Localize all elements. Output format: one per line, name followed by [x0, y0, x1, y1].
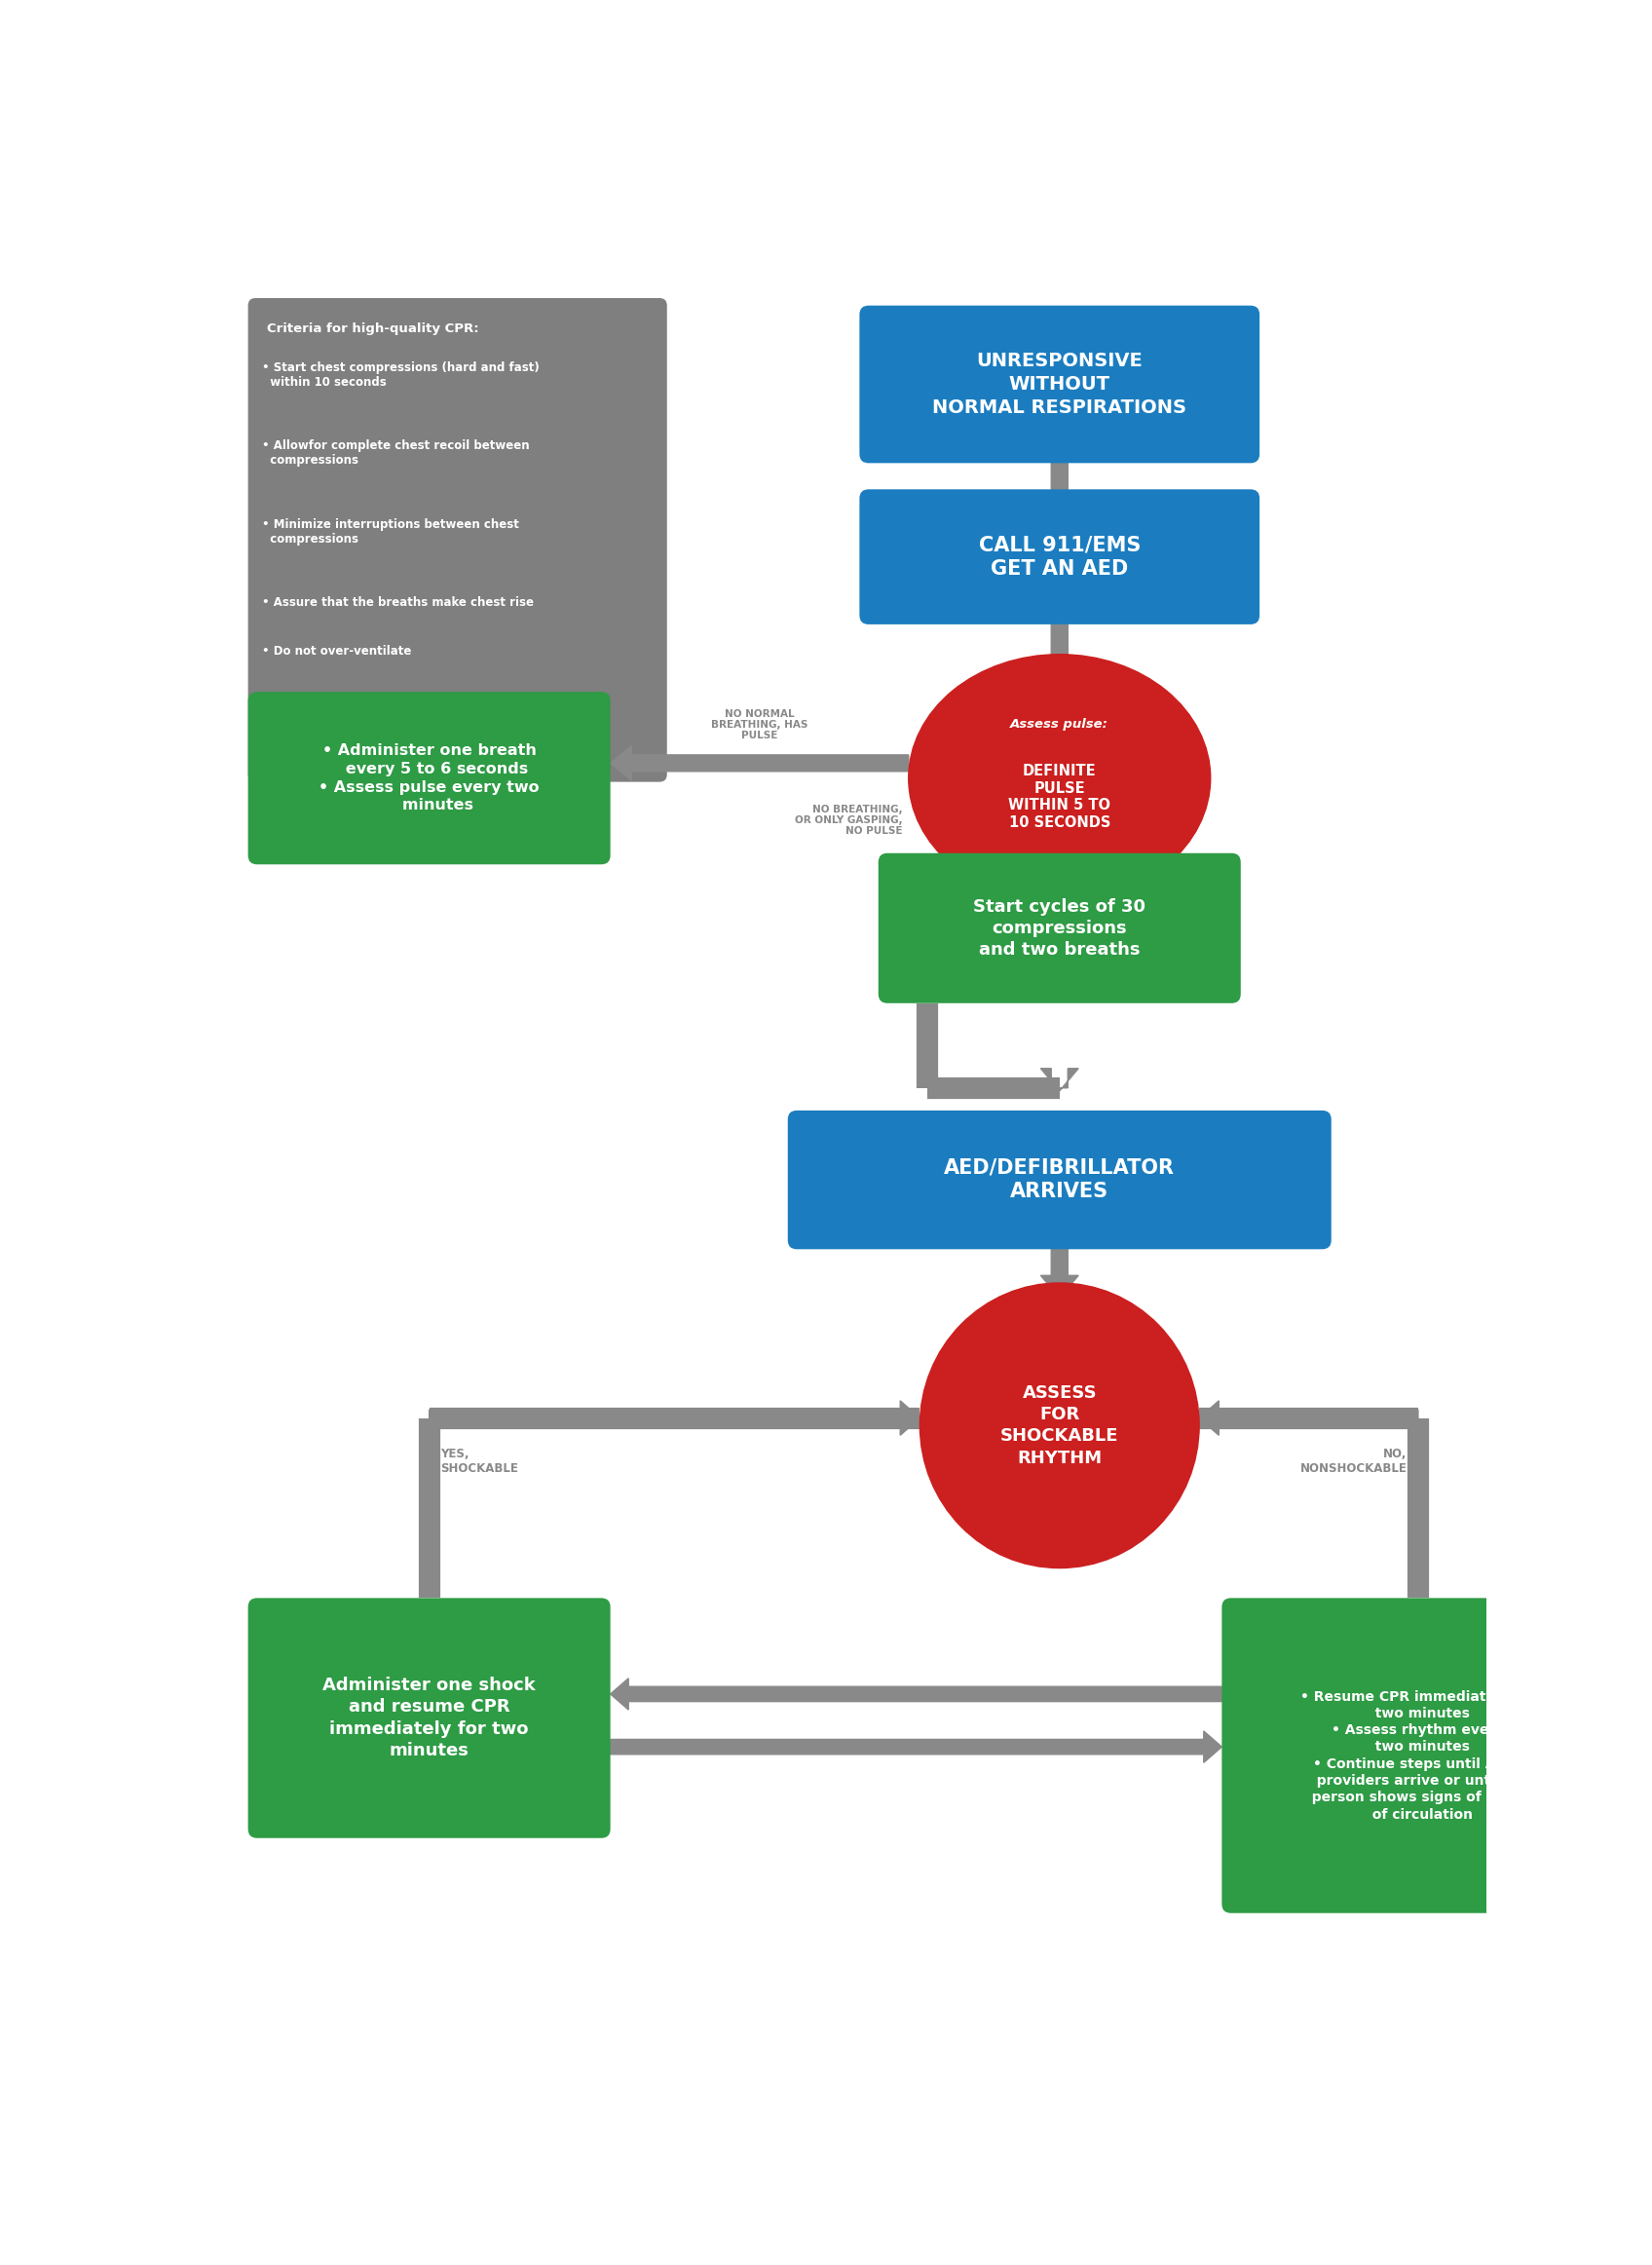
Text: Administer one shock
and resume CPR
immediately for two
minutes: Administer one shock and resume CPR imme…	[322, 1676, 535, 1760]
Text: NO,
NONSHOCKABLE: NO, NONSHOCKABLE	[1300, 1447, 1408, 1475]
FancyArrow shape	[1041, 854, 1079, 901]
FancyBboxPatch shape	[248, 1599, 610, 1839]
FancyBboxPatch shape	[879, 854, 1241, 1003]
Text: • Minimize interruptions between chest
  compressions: • Minimize interruptions between chest c…	[261, 519, 519, 546]
Text: ASSESS
FOR
SHOCKABLE
RHYTHM: ASSESS FOR SHOCKABLE RHYTHM	[1001, 1384, 1118, 1468]
FancyBboxPatch shape	[859, 306, 1259, 462]
Text: NO NORMAL
BREATHING, HAS
PULSE: NO NORMAL BREATHING, HAS PULSE	[710, 709, 808, 741]
Text: UNRESPONSIVE
WITHOUT
NORMAL RESPIRATIONS: UNRESPONSIVE WITHOUT NORMAL RESPIRATIONS	[932, 351, 1186, 417]
Text: • Administer one breath
   every 5 to 6 seconds
• Assess pulse every two
   minu: • Administer one breath every 5 to 6 sec…	[319, 743, 540, 813]
FancyArrow shape	[430, 1400, 920, 1436]
FancyArrow shape	[1199, 1400, 1417, 1436]
Text: Start cycles of 30
compressions
and two breaths: Start cycles of 30 compressions and two …	[973, 897, 1146, 958]
FancyBboxPatch shape	[859, 489, 1259, 625]
Text: • Assure that the breaths make chest rise: • Assure that the breaths make chest ris…	[261, 596, 534, 609]
FancyBboxPatch shape	[1222, 1599, 1614, 1914]
Text: AED/DEFIBRILLATOR
ARRIVES: AED/DEFIBRILLATOR ARRIVES	[943, 1157, 1175, 1203]
Text: YES,
SHOCKABLE: YES, SHOCKABLE	[441, 1447, 519, 1475]
Text: Assess pulse:: Assess pulse:	[1011, 718, 1108, 729]
FancyArrow shape	[1041, 625, 1079, 689]
FancyArrow shape	[610, 1730, 1222, 1762]
FancyBboxPatch shape	[788, 1110, 1332, 1250]
Text: Criteria for high-quality CPR:: Criteria for high-quality CPR:	[268, 322, 479, 335]
Text: • Do not over-ventilate: • Do not over-ventilate	[261, 646, 411, 659]
FancyArrow shape	[1041, 1250, 1079, 1298]
FancyArrow shape	[1041, 462, 1079, 528]
FancyArrow shape	[610, 1678, 1222, 1710]
Text: • Start chest compressions (hard and fast)
  within 10 seconds: • Start chest compressions (hard and fas…	[261, 362, 539, 390]
FancyBboxPatch shape	[248, 299, 667, 781]
FancyBboxPatch shape	[248, 691, 610, 865]
Text: NO BREATHING,
OR ONLY GASPING,
NO PULSE: NO BREATHING, OR ONLY GASPING, NO PULSE	[795, 804, 902, 836]
Text: DEFINITE
PULSE
WITHIN 5 TO
10 SECONDS: DEFINITE PULSE WITHIN 5 TO 10 SECONDS	[1008, 763, 1110, 829]
Text: • Allowfor complete chest recoil between
  compressions: • Allowfor complete chest recoil between…	[261, 439, 529, 467]
FancyArrow shape	[610, 745, 909, 781]
Ellipse shape	[909, 655, 1211, 901]
Ellipse shape	[920, 1282, 1199, 1567]
FancyArrow shape	[1041, 1069, 1079, 1092]
Text: • Assess for shockable rhythm as soon as
  AED available in witnessed cardiac ar: • Assess for shockable rhythm as soon as…	[261, 695, 539, 736]
Text: CALL 911/EMS
GET AN AED: CALL 911/EMS GET AN AED	[978, 535, 1140, 578]
Text: • Resume CPR immediately for
  two minutes
• Assess rhythm every
  two minutes
•: • Resume CPR immediately for two minutes…	[1300, 1690, 1535, 1821]
